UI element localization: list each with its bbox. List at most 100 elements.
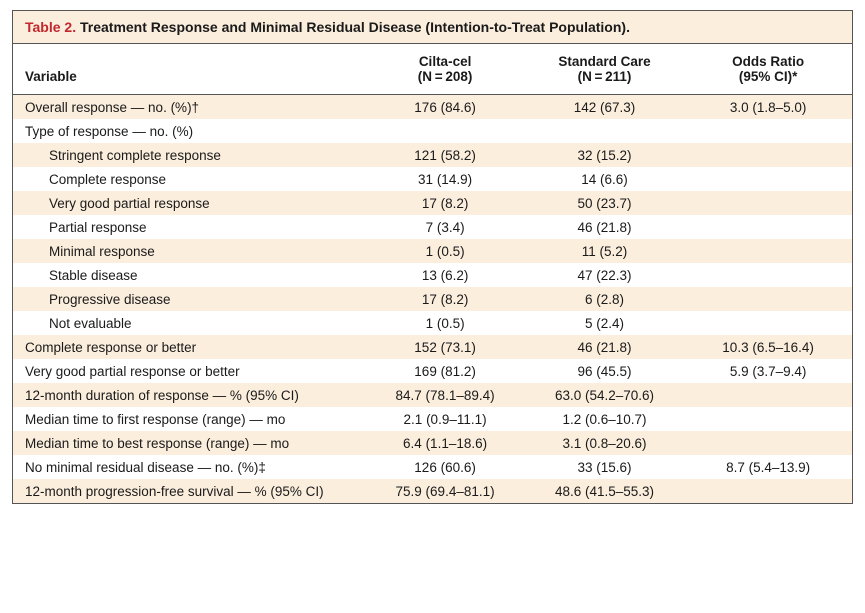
cell-arm-a: 84.7 (78.1–89.4) [365, 383, 524, 407]
cell-variable: Median time to first response (range) — … [13, 407, 365, 431]
data-table: Variable Cilta-cel (N = 208) Standard Ca… [13, 44, 852, 503]
cell-arm-a: 176 (84.6) [365, 95, 524, 120]
cell-odds-ratio [684, 383, 852, 407]
cell-arm-a [365, 119, 524, 143]
cell-arm-b: 47 (22.3) [525, 263, 684, 287]
cell-arm-b: 142 (67.3) [525, 95, 684, 120]
cell-variable: Stable disease [13, 263, 365, 287]
cell-arm-a: 2.1 (0.9–11.1) [365, 407, 524, 431]
cell-arm-b: 50 (23.7) [525, 191, 684, 215]
cell-variable: Median time to best response (range) — m… [13, 431, 365, 455]
col-header-arm-b-line1: Standard Care [558, 54, 650, 69]
table-row: Very good partial response17 (8.2)50 (23… [13, 191, 852, 215]
cell-arm-a: 126 (60.6) [365, 455, 524, 479]
cell-arm-b: 32 (15.2) [525, 143, 684, 167]
cell-odds-ratio [684, 239, 852, 263]
cell-odds-ratio [684, 431, 852, 455]
cell-variable: Very good partial response [13, 191, 365, 215]
cell-arm-a: 75.9 (69.4–81.1) [365, 479, 524, 503]
col-header-arm-a-line2: (N = 208) [418, 69, 473, 84]
cell-variable: Overall response — no. (%)† [13, 95, 365, 120]
col-header-arm-b-line2: (N = 211) [578, 69, 632, 84]
col-header-odds-line2: (95% CI)* [739, 69, 798, 84]
cell-variable: 12-month progression-free survival — % (… [13, 479, 365, 503]
col-header-odds: Odds Ratio (95% CI)* [684, 44, 852, 95]
cell-arm-b: 46 (21.8) [525, 215, 684, 239]
table-row: No minimal residual disease — no. (%)‡12… [13, 455, 852, 479]
table-row: Very good partial response or better169 … [13, 359, 852, 383]
cell-variable: Stringent complete response [13, 143, 365, 167]
cell-odds-ratio [684, 119, 852, 143]
table-body: Overall response — no. (%)†176 (84.6)142… [13, 95, 852, 504]
table-row: Stable disease13 (6.2)47 (22.3) [13, 263, 852, 287]
col-header-arm-a-line1: Cilta-cel [419, 54, 472, 69]
table-number: Table 2. [25, 19, 76, 35]
cell-arm-a: 121 (58.2) [365, 143, 524, 167]
cell-arm-b: 5 (2.4) [525, 311, 684, 335]
cell-arm-b [525, 119, 684, 143]
table-row: Progressive disease17 (8.2)6 (2.8) [13, 287, 852, 311]
col-header-odds-line1: Odds Ratio [732, 54, 804, 69]
table-row: Partial response7 (3.4)46 (21.8) [13, 215, 852, 239]
table-row: Complete response31 (14.9)14 (6.6) [13, 167, 852, 191]
cell-arm-a: 6.4 (1.1–18.6) [365, 431, 524, 455]
cell-arm-b: 6 (2.8) [525, 287, 684, 311]
table-row: 12-month progression-free survival — % (… [13, 479, 852, 503]
table-row: Minimal response1 (0.5)11 (5.2) [13, 239, 852, 263]
cell-variable: Complete response [13, 167, 365, 191]
col-header-arm-b: Standard Care (N = 211) [525, 44, 684, 95]
cell-variable: Type of response — no. (%) [13, 119, 365, 143]
cell-odds-ratio [684, 191, 852, 215]
cell-variable: Progressive disease [13, 287, 365, 311]
cell-odds-ratio [684, 407, 852, 431]
cell-arm-a: 1 (0.5) [365, 311, 524, 335]
table-container: { "table": { "number_label": "Table 2.",… [0, 0, 865, 613]
table-row: Median time to best response (range) — m… [13, 431, 852, 455]
cell-variable: Partial response [13, 215, 365, 239]
cell-odds-ratio [684, 263, 852, 287]
cell-arm-a: 169 (81.2) [365, 359, 524, 383]
cell-odds-ratio [684, 287, 852, 311]
cell-arm-b: 14 (6.6) [525, 167, 684, 191]
table-row: Type of response — no. (%) [13, 119, 852, 143]
table-head: Variable Cilta-cel (N = 208) Standard Ca… [13, 44, 852, 95]
cell-variable: No minimal residual disease — no. (%)‡ [13, 455, 365, 479]
cell-odds-ratio [684, 311, 852, 335]
cell-variable: 12-month duration of response — % (95% C… [13, 383, 365, 407]
cell-odds-ratio [684, 167, 852, 191]
cell-arm-a: 13 (6.2) [365, 263, 524, 287]
cell-odds-ratio: 8.7 (5.4–13.9) [684, 455, 852, 479]
cell-arm-b: 11 (5.2) [525, 239, 684, 263]
cell-variable: Minimal response [13, 239, 365, 263]
col-header-variable: Variable [13, 44, 365, 95]
cell-arm-a: 31 (14.9) [365, 167, 524, 191]
cell-arm-a: 17 (8.2) [365, 287, 524, 311]
table-box: Table 2. Treatment Response and Minimal … [12, 10, 853, 504]
cell-arm-a: 152 (73.1) [365, 335, 524, 359]
cell-variable: Not evaluable [13, 311, 365, 335]
cell-odds-ratio [684, 215, 852, 239]
col-header-arm-a: Cilta-cel (N = 208) [365, 44, 524, 95]
table-title: Treatment Response and Minimal Residual … [80, 19, 630, 35]
table-row: 12-month duration of response — % (95% C… [13, 383, 852, 407]
cell-odds-ratio: 10.3 (6.5–16.4) [684, 335, 852, 359]
table-row: Overall response — no. (%)†176 (84.6)142… [13, 95, 852, 120]
table-row: Median time to first response (range) — … [13, 407, 852, 431]
cell-arm-b: 33 (15.6) [525, 455, 684, 479]
table-row: Not evaluable1 (0.5)5 (2.4) [13, 311, 852, 335]
cell-variable: Very good partial response or better [13, 359, 365, 383]
cell-arm-a: 7 (3.4) [365, 215, 524, 239]
cell-arm-b: 48.6 (41.5–55.3) [525, 479, 684, 503]
cell-odds-ratio [684, 143, 852, 167]
cell-arm-b: 3.1 (0.8–20.6) [525, 431, 684, 455]
cell-arm-b: 63.0 (54.2–70.6) [525, 383, 684, 407]
table-row: Stringent complete response121 (58.2)32 … [13, 143, 852, 167]
cell-odds-ratio [684, 479, 852, 503]
cell-arm-a: 1 (0.5) [365, 239, 524, 263]
cell-arm-b: 46 (21.8) [525, 335, 684, 359]
table-row: Complete response or better152 (73.1)46 … [13, 335, 852, 359]
table-title-row: Table 2. Treatment Response and Minimal … [13, 11, 852, 44]
cell-arm-b: 1.2 (0.6–10.7) [525, 407, 684, 431]
cell-arm-b: 96 (45.5) [525, 359, 684, 383]
cell-odds-ratio: 3.0 (1.8–5.0) [684, 95, 852, 120]
